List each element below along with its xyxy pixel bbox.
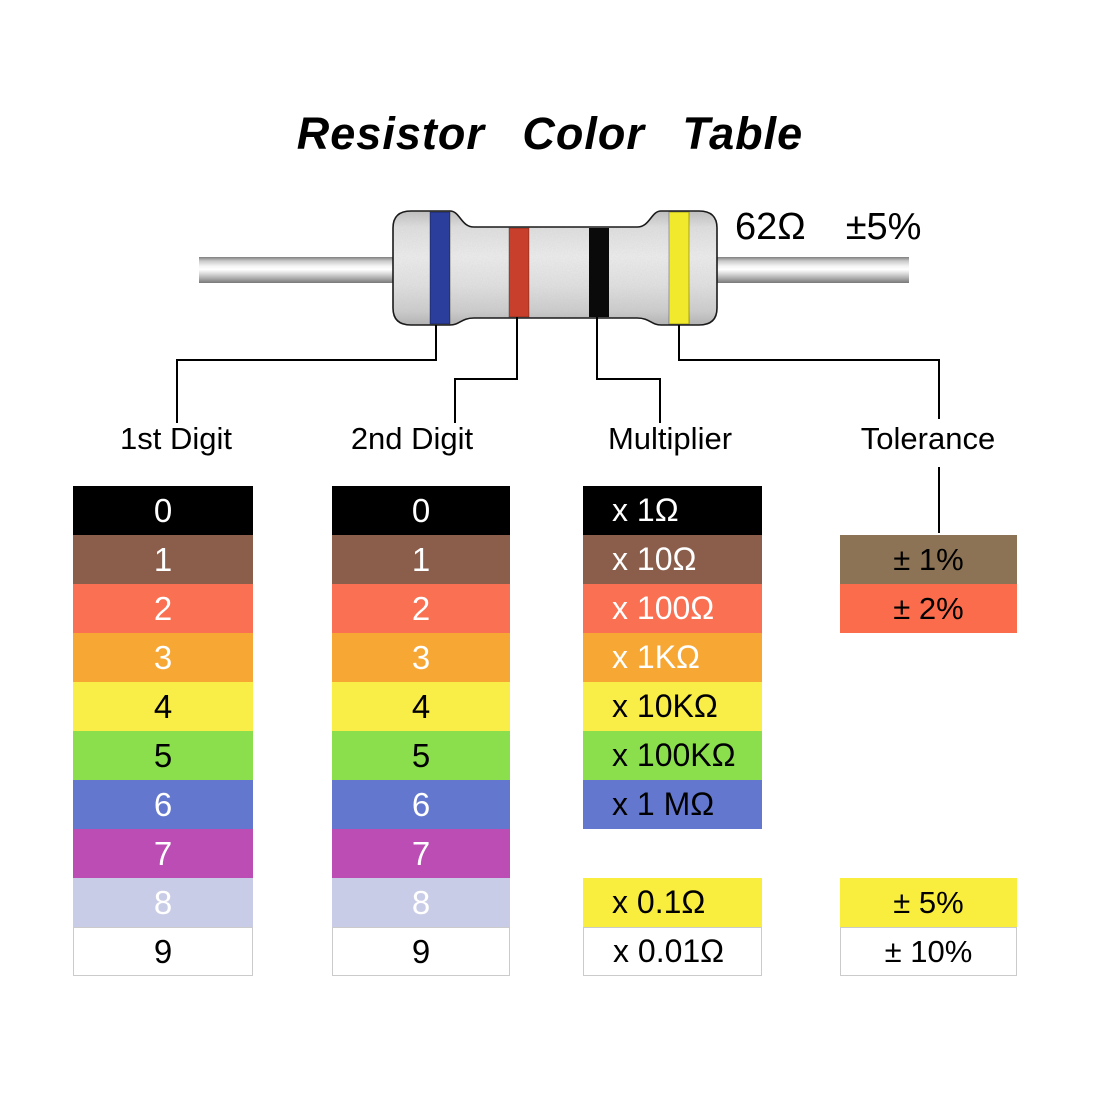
second-digit-band: [508, 227, 530, 318]
connector-multiplier: [659, 378, 661, 423]
connector-multiplier: [596, 317, 598, 380]
left-lead-wire: [199, 257, 399, 283]
tolerance-value: ±5%: [845, 206, 922, 248]
connector-1st-digit: [435, 325, 437, 361]
connector-tolerance: [678, 359, 940, 361]
table-tolerance: ± 1% ± 2% ± 5% ± 10%: [840, 486, 1017, 977]
digit1-row: 7: [73, 829, 253, 878]
connector-2nd-digit: [454, 378, 456, 423]
connector-tolerance: [938, 359, 940, 419]
resistance-value: 62Ω: [735, 206, 806, 248]
tolerance-row: ± 1%: [840, 535, 1017, 584]
connector-tolerance: [678, 325, 680, 361]
multiplier-row: x 1Ω: [583, 486, 762, 535]
multiplier-band: [589, 228, 609, 317]
header-multiplier: Multiplier: [607, 421, 733, 456]
multiplier-row: x 10Ω: [583, 535, 762, 584]
digit1-row: 5: [73, 731, 253, 780]
digit2-row: 7: [332, 829, 510, 878]
page-title: Resistor Color Table: [296, 108, 804, 159]
digit1-row: 3: [73, 633, 253, 682]
digit1-row: 1: [73, 535, 253, 584]
connector-2nd-digit: [516, 317, 518, 380]
tolerance-band: [668, 211, 690, 325]
digit1-row: 6: [73, 780, 253, 829]
multiplier-row: x 1KΩ: [583, 633, 762, 682]
digit1-row: 2: [73, 584, 253, 633]
tolerance-row: ± 5%: [840, 878, 1017, 927]
resistor-illustration: [199, 210, 909, 326]
digit2-row: 2: [332, 584, 510, 633]
digit2-row: 6: [332, 780, 510, 829]
digit2-row: 5: [332, 731, 510, 780]
digit1-row: 9: [73, 927, 253, 976]
digit1-row: 8: [73, 878, 253, 927]
header-tolerance: Tolerance: [860, 421, 996, 456]
connector-2nd-digit: [454, 378, 518, 380]
table-multiplier: x 1Ω x 10Ω x 100Ω x 1KΩ x 10KΩ x 100KΩ x 1 MΩ x…: [583, 486, 762, 977]
tolerance-row: ± 10%: [840, 927, 1017, 976]
resistor-value-label: 62Ω ±5%: [735, 206, 921, 249]
multiplier-row: x 0.1Ω: [583, 878, 762, 927]
multiplier-row: x 1 MΩ: [583, 780, 762, 829]
digit2-row: 1: [332, 535, 510, 584]
resistor-body-texture: [393, 211, 717, 325]
multiplier-row: x 10KΩ: [583, 682, 762, 731]
first-digit-band: [429, 211, 451, 325]
digit2-row: 3: [332, 633, 510, 682]
digit2-row: 9: [332, 927, 510, 976]
header-2nd-digit: 2nd Digit: [350, 421, 474, 456]
multiplier-row: x 100Ω: [583, 584, 762, 633]
digit1-row: 4: [73, 682, 253, 731]
digit1-row: 0: [73, 486, 253, 535]
multiplier-row: x 100KΩ: [583, 731, 762, 780]
connector-1st-digit: [176, 359, 178, 423]
digit2-row: 8: [332, 878, 510, 927]
multiplier-row: x 0.01Ω: [583, 927, 762, 976]
header-1st-digit: 1st Digit: [120, 421, 232, 456]
digit2-row: 0: [332, 486, 510, 535]
connector-tolerance: [938, 467, 940, 533]
right-lead-wire: [712, 257, 909, 283]
resistor-body-outline: [392, 210, 718, 326]
connector-1st-digit: [176, 359, 437, 361]
digit2-row: 4: [332, 682, 510, 731]
tolerance-row: ± 2%: [840, 584, 1017, 633]
connector-multiplier: [596, 378, 661, 380]
